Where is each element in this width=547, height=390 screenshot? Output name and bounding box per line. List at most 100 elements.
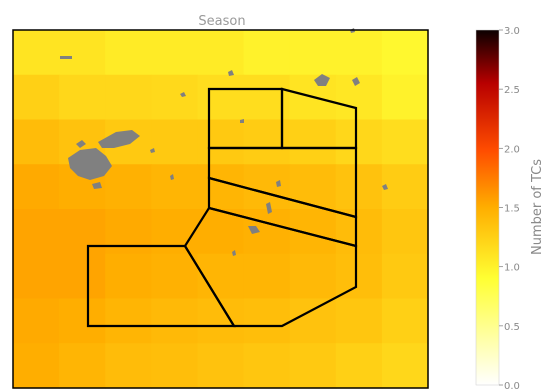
colorbar-tick-label: 1.5 [504,204,520,215]
colorbar-tick-label: 1.0 [504,263,520,274]
heatmap-cell [243,343,291,389]
heatmap-cell [59,209,106,255]
heatmap-cell [243,209,291,255]
heatmap-cell [105,343,152,389]
heatmap-cell [197,209,245,255]
heatmap-cell [13,298,60,344]
region-outlines [86,87,358,328]
heatmap-cell [335,164,383,210]
heatmap-cell [197,30,245,76]
heatmap-cell [289,164,337,210]
heatmap-cell [151,253,199,300]
heatmap-cell [59,343,106,389]
heatmap-cell [105,164,152,210]
heatmap-cell [197,164,245,210]
heatmap-cell [335,119,383,165]
heatmap-cell [243,74,291,121]
heatmap-grid [13,30,429,389]
land-island [266,202,272,214]
heatmap-cell [105,253,152,300]
land-island [240,119,244,123]
heatmap-cell [289,119,337,165]
colorbar-gradient [475,29,500,386]
colorbar: 0.0 0.5 1.0 1.5 2.0 2.5 3.0 Number of TCs [475,26,545,390]
heatmap-cell [381,30,429,76]
heatmap-cell [105,74,152,121]
heatmap-cell [59,30,106,76]
land-masses [60,28,388,256]
heatmap-cell [289,30,337,76]
heatmap-cell [335,209,383,255]
heatmap-cell [59,74,106,121]
land-island [150,148,155,153]
heatmap-cell [197,74,245,121]
heatmap-cell [151,30,199,76]
colorbar-tick-label: 0.5 [504,322,520,333]
land-island [170,174,174,180]
heatmap-cell [105,298,152,344]
region-south-west [86,244,236,328]
colorbar-tick-label: 2.0 [504,144,520,155]
heatmap-cell [151,119,199,165]
heatmap-cell [151,164,199,210]
heatmap-cell [105,30,152,76]
heatmap-cell [59,298,106,344]
heatmap-cell [335,253,383,300]
land-island [352,77,360,86]
heatmap-cell [59,253,106,300]
heatmap-cell [381,343,429,389]
heatmap-cell [335,30,383,76]
heatmap-cell [197,253,245,300]
heatmap-cell [151,343,199,389]
heatmap-cell [381,74,429,121]
heatmap-cell [13,164,60,210]
map-panel [12,28,429,389]
heatmap-cell [289,343,337,389]
heatmap-cell [243,253,291,300]
heatmap-cell [13,74,60,121]
land-island [382,184,388,190]
heatmap-cell [13,30,60,76]
land-island [60,56,72,59]
colorbar-tick-label: 2.5 [504,85,520,96]
colorbar-label: Number of TCs [530,159,545,255]
colorbar-tick-label: 3.0 [504,26,520,37]
land-island [276,180,281,187]
heatmap-cell [381,164,429,210]
land-island [180,92,186,97]
land-fiji [76,140,86,148]
land-fiji [92,182,102,189]
heatmap-cell [335,343,383,389]
heatmap-cell [243,164,291,210]
heatmap-cell [289,253,337,300]
colorbar-tick-label: 0.0 [504,381,520,390]
heatmap-cell [151,298,199,344]
land-island [232,250,236,256]
heatmap-cell [381,298,429,344]
heatmap-cell [289,298,337,344]
heatmap-cell [13,119,60,165]
land-fiji [68,148,112,180]
colorbar-ticks: 0.0 0.5 1.0 1.5 2.0 2.5 3.0 [499,26,520,390]
heatmap-cell [197,343,245,389]
land-tonga [314,74,330,86]
heatmap-cell [13,209,60,255]
land-island [248,226,260,234]
heatmap-cell [381,209,429,255]
land-island [228,70,234,76]
heatmap-cell [243,298,291,344]
heatmap-cell [381,119,429,165]
heatmap-cell [105,209,152,255]
land-fiji [98,130,140,148]
map-frame [12,29,429,389]
heatmap-cell [13,343,60,389]
chart-title: Season [198,14,245,29]
heatmap-cell [335,298,383,344]
heatmap-cell [151,209,199,255]
heatmap-cell [243,119,291,165]
heatmap-cell [381,253,429,300]
heatmap-cell [197,119,245,165]
heatmap-cell [151,74,199,121]
heatmap-cell [13,253,60,300]
